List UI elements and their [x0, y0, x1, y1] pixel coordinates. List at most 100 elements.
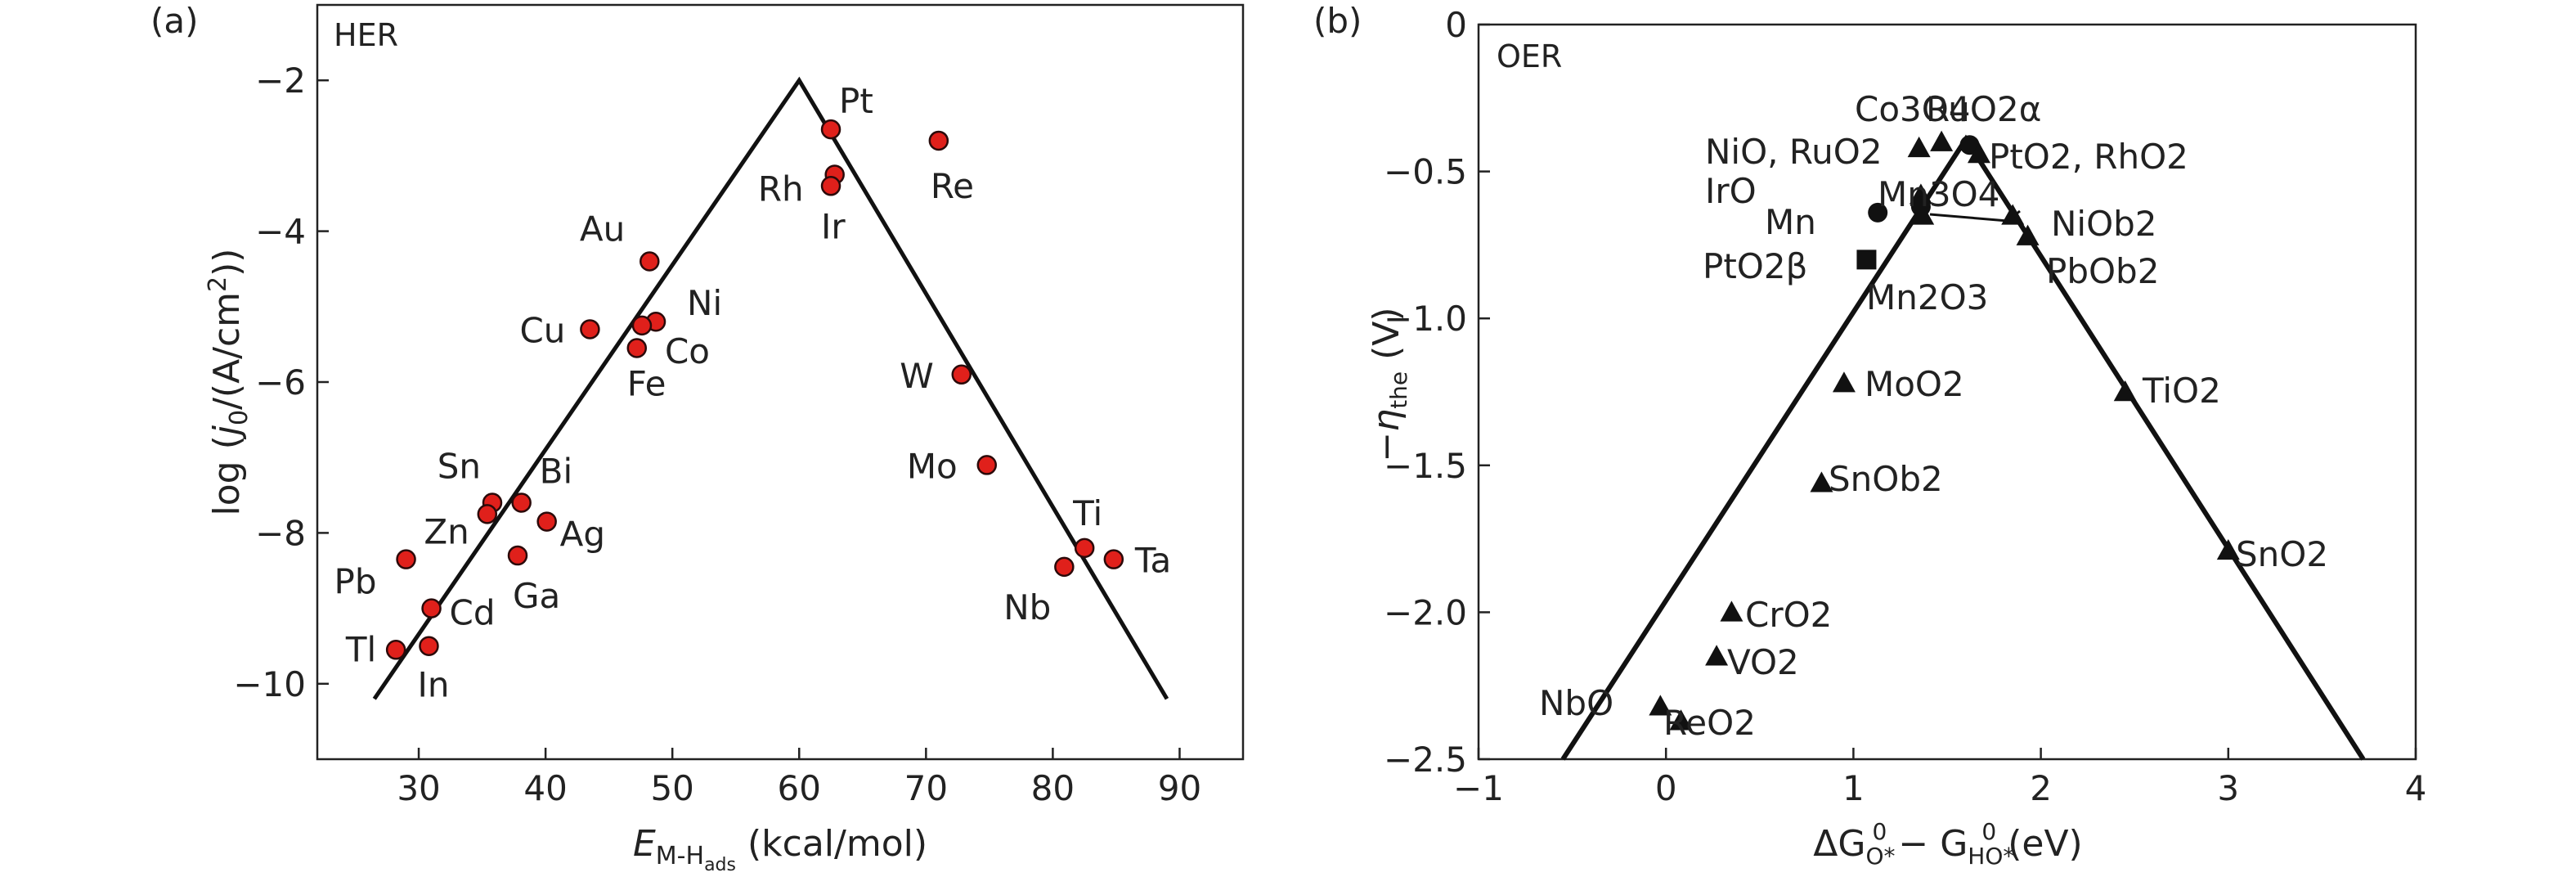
panel-a-x-ticks: 30 40 50 60 70 80 90	[397, 748, 1201, 808]
panel-a-point-bi	[511, 492, 532, 513]
panel-a-x-tick-label: 30	[397, 768, 440, 808]
label-vo2: VO2	[1727, 642, 1799, 682]
panel-a-label-cu: Cu	[519, 310, 565, 350]
panel-a-label-zn: Zn	[424, 511, 469, 551]
label-snob2: SnOb2	[1829, 459, 1943, 499]
panel-b-point-nbo	[1649, 695, 1672, 716]
panel-a-point-ta	[1103, 549, 1124, 569]
panel-a-point-pt	[820, 119, 841, 140]
panel-a-point-mo	[976, 455, 998, 475]
panel-a-label-ag: Ag	[560, 515, 605, 555]
panel-b-y-tick-label: 0	[1445, 5, 1467, 45]
panel-b-y-ticks: 0 −0.5 −1.0 −1.5 −2.0 −2.5	[1384, 5, 1490, 780]
panel-a-label-au: Au	[580, 209, 625, 249]
panel-a-her: (a) HER 30 40 50 60 70 80 90 −10 −8 −6 −4 −2 Pt Rh I…	[150, 1, 1245, 875]
panel-a-point-ag	[536, 511, 557, 532]
panel-a-label-bi: Bi	[540, 452, 572, 492]
panel-b-point-snob2	[1810, 471, 1833, 492]
panel-a-points	[385, 119, 1124, 660]
panel-a-x-tick-label: 90	[1158, 768, 1201, 808]
panel-a-label-ti: Ti	[1072, 493, 1102, 533]
panel-b-tag: OER	[1497, 38, 1562, 74]
panel-b-point-niob2	[2001, 204, 2025, 225]
panel-b-mn-leader	[2007, 209, 2021, 223]
panel-a-point-ga	[507, 545, 528, 566]
label-sno2: SnO2	[2236, 534, 2328, 574]
panel-a-tag: HER	[334, 17, 398, 53]
panel-a-label-fe: Fe	[627, 364, 666, 404]
panel-b-point-mn	[1868, 202, 1888, 223]
panel-a-point-zn	[477, 504, 498, 524]
panel-b-y-axis-label: −ηthe (V)	[1366, 307, 1412, 461]
panel-a-point-cd	[421, 598, 442, 618]
label-pto2b: PtO2β	[1703, 246, 1807, 286]
panel-a-label-pb: Pb	[334, 562, 377, 602]
panel-b-x-tick-label: −1	[1453, 768, 1504, 808]
panel-a-label-sn: Sn	[438, 447, 481, 487]
panel-a-point-ti	[1074, 537, 1095, 559]
panel-b-x-tick-label: 2	[2030, 768, 2052, 808]
panel-b-point-moo2	[1832, 371, 1856, 393]
label-nbo: NbO	[1539, 683, 1613, 723]
panel-a-plot-frame	[316, 3, 1245, 761]
panel-b-point-reo2	[1669, 709, 1693, 731]
panel-a-point-nb	[1054, 556, 1075, 578]
panel-a-y-tick-label: −4	[255, 212, 306, 252]
panel-a-label-ir: Ir	[821, 206, 846, 246]
panel-b-y-tick-label: −0.5	[1384, 152, 1467, 192]
panel-a-x-tick-label: 60	[778, 768, 821, 808]
panel-a-y-tick-label: −8	[255, 513, 306, 553]
label-reo2: ReO2	[1663, 703, 1756, 743]
panel-b-point-unlabeled-1	[1930, 130, 1954, 151]
panel-b-point-labels: Co3O4 RuO2α NiO, RuO2 PtO2, RhO2 IrO Mn3…	[1539, 89, 2328, 743]
panel-b-plot-frame	[1477, 23, 2417, 761]
panel-a-label-ta: Ta	[1134, 541, 1171, 581]
panel-b-y-tick-label: −2.0	[1384, 592, 1467, 632]
panel-a-x-tick-label: 40	[523, 768, 567, 808]
panel-b-y-tick-label: −1.0	[1384, 299, 1467, 339]
label-co3o4: Co3O4	[1855, 89, 1971, 129]
panel-b-point-vo2	[1705, 645, 1729, 666]
panel-a-y-tick-label: −10	[233, 664, 306, 704]
panel-b-x-tick-label: 1	[1842, 768, 1865, 808]
panel-b-point-pto2	[1856, 250, 1877, 270]
panel-a-point-re	[928, 130, 949, 151]
panel-a-y-ticks: −10 −8 −6 −4 −2	[233, 61, 329, 704]
label-cro2: CrO2	[1745, 595, 1832, 635]
panel-b-letter: (b)	[1313, 1, 1362, 41]
panel-a-label-nb: Nb	[1003, 587, 1051, 627]
label-pbob2: PbOb2	[2046, 251, 2159, 291]
label-ruo2a: RuO2α	[1926, 89, 2041, 129]
panel-b-point-tio2	[2113, 380, 2137, 402]
panel-a-label-cd: Cd	[450, 593, 496, 633]
panel-a-point-tl	[385, 640, 406, 660]
label-tio2: TiO2	[2142, 371, 2221, 411]
panel-b-x-tick-label: 4	[2405, 768, 2427, 808]
panel-b-points	[1649, 130, 2240, 731]
panel-b-point-pbob2	[2016, 224, 2040, 245]
panel-b-pto2b-leader	[1929, 213, 2008, 223]
panel-b-point-pto2rho2	[1967, 142, 1990, 164]
panel-b-point-sno2	[2216, 538, 2240, 560]
panel-b-volcano-line	[1560, 134, 2366, 761]
panel-a-label-w: W	[900, 356, 934, 396]
panel-b-x-ticks: −1 0 1 2 3 4	[1453, 748, 2426, 808]
panel-a-y-tick-label: −2	[255, 61, 306, 101]
panel-a-label-pt: Pt	[839, 81, 873, 121]
panel-a-x-tick-label: 80	[1031, 768, 1075, 808]
panel-a-label-co: Co	[665, 331, 710, 371]
panel-a-x-axis-label: EM-Hads (kcal/mol)	[633, 823, 927, 875]
panel-b-x-tick-label: 3	[2217, 768, 2239, 808]
panel-b-point-cro2	[1720, 600, 1744, 622]
panel-b-point-ruo2	[1959, 135, 1980, 155]
panel-a-point-in	[419, 636, 439, 656]
panel-a-letter: (a)	[150, 1, 199, 41]
panel-b-x-tick-label: 0	[1655, 768, 1677, 808]
label-nio-ruo2: NiO, RuO2	[1705, 132, 1883, 172]
panel-a-point-au	[640, 251, 660, 272]
panel-a-point-w	[951, 364, 972, 385]
panel-a-x-tick-label: 70	[904, 768, 948, 808]
panel-b-oer: (b) OER −1 0 1 2 3 4 0 −0.5 −1.0 −1.5 −2.0 −2.5 Co…	[1313, 1, 2426, 870]
panel-a-y-tick-label: −6	[255, 362, 306, 403]
